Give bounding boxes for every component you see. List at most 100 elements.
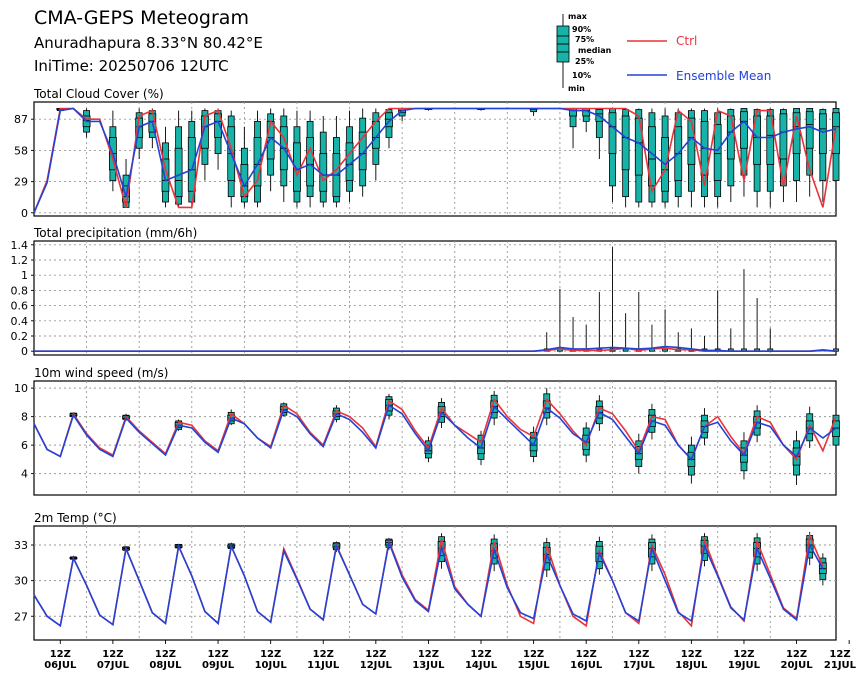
legend-p75-label: 75% bbox=[575, 35, 594, 44]
xtick-hour-label: 12Z bbox=[470, 649, 491, 660]
init-time-label: IniTime: 20250706 12UTC bbox=[34, 57, 229, 75]
xtick-hour-label: 12Z bbox=[628, 649, 649, 660]
box-iqr-cloud bbox=[805, 111, 814, 149]
box-iqr-cloud bbox=[306, 137, 314, 187]
box-iqr-cloud bbox=[385, 112, 393, 128]
time-axis: 12Z06JUL12Z07JUL12Z08JUL12Z09JUL12Z10JUL… bbox=[44, 640, 857, 671]
ytick-label-precip: 0.8 bbox=[11, 284, 29, 297]
xtick-date-label: 06JUL bbox=[44, 660, 77, 671]
xtick-hour-label: 12Z bbox=[260, 649, 281, 660]
mean-line-precip bbox=[34, 345, 837, 353]
xtick-date-label: 08JUL bbox=[149, 660, 182, 671]
box-iqr-cloud bbox=[214, 113, 222, 138]
xtick-date-label: 09JUL bbox=[202, 660, 235, 671]
ytick-label-precip: 1.4 bbox=[11, 239, 29, 252]
xtick-hour-label: 12Z bbox=[365, 649, 386, 660]
panel-wind-speed: 10m wind speed (m/s) 4 6 8 10 bbox=[14, 366, 840, 496]
xtick-date-label: 17JUL bbox=[623, 660, 656, 671]
xtick-hour-label: 12Z bbox=[207, 649, 228, 660]
ytick-label-temp: 33 bbox=[14, 539, 28, 552]
xtick-hour-label: 12Z bbox=[733, 649, 754, 660]
panel-precipitation: Total precipitation (mm/6h) 0 0.2 0.4 0.6 0.… bbox=[11, 226, 839, 358]
xtick-date-label: 07JUL bbox=[97, 660, 130, 671]
ytick-label-cloud: 58 bbox=[14, 144, 28, 157]
panel-title-cloud: Total Cloud Cover (%) bbox=[33, 87, 164, 101]
mean-line-wind bbox=[33, 403, 837, 461]
xtick-date-label: 10JUL bbox=[255, 660, 288, 671]
box-iqr-cloud bbox=[608, 112, 617, 155]
ytick-label-precip: 0.2 bbox=[11, 330, 29, 343]
ytick-label-temp: 30 bbox=[14, 575, 28, 588]
xtick-hour-label: 12Z bbox=[418, 649, 439, 660]
box-iqr-cloud bbox=[818, 113, 827, 155]
box-iqr-cloud bbox=[621, 115, 630, 171]
xtick-date-label: 19JUL bbox=[728, 660, 761, 671]
xtick-date-label: 20JUL bbox=[780, 660, 813, 671]
xtick-date-label: 14JUL bbox=[465, 660, 498, 671]
panel-title-precip: Total precipitation (mm/6h) bbox=[33, 226, 197, 240]
ytick-label-temp: 27 bbox=[14, 610, 28, 623]
ytick-label-wind: 10 bbox=[14, 382, 28, 395]
ytick-label-cloud: 29 bbox=[14, 176, 28, 189]
legend-ctrl-label: Ctrl bbox=[676, 34, 697, 48]
xtick-date-label: 11JUL bbox=[307, 660, 340, 671]
xtick-hour-label: 12Z bbox=[829, 649, 850, 660]
box-iqr-cloud bbox=[766, 115, 775, 165]
ytick-label-precip: 0.4 bbox=[11, 315, 29, 328]
legend-p10-label: 10% bbox=[572, 71, 591, 80]
legend-box-lower bbox=[556, 51, 570, 63]
mean-line-cloud bbox=[33, 107, 837, 214]
xtick-hour-label: 12Z bbox=[786, 649, 807, 660]
ytick-label-wind: 8 bbox=[21, 411, 28, 424]
ytick-label-precip: 0 bbox=[21, 345, 28, 358]
xtick-hour-label: 12Z bbox=[102, 649, 123, 660]
box-iqr-cloud bbox=[174, 147, 183, 198]
xtick-hour-label: 12Z bbox=[681, 649, 702, 660]
ytick-label-precip: 1.2 bbox=[11, 254, 29, 267]
ytick-label-cloud: 0 bbox=[21, 207, 28, 220]
panel-frame-temp bbox=[33, 525, 837, 641]
legend-median-label: median bbox=[578, 46, 612, 55]
legend-p25-label: 25% bbox=[575, 57, 594, 66]
xtick-hour-label: 12Z bbox=[155, 649, 176, 660]
xtick-date-label: 15JUL bbox=[518, 660, 551, 671]
box-iqr-cloud bbox=[187, 137, 196, 192]
box-iqr-cloud bbox=[358, 131, 367, 171]
box-iqr-cloud bbox=[740, 111, 748, 149]
box-iqr-cloud bbox=[779, 113, 788, 160]
box-iqr-cloud bbox=[832, 112, 840, 155]
chart-title: CMA-GEPS Meteogram bbox=[34, 7, 249, 29]
legend-p90-label: 90% bbox=[572, 25, 591, 34]
ytick-label-cloud: 87 bbox=[14, 113, 28, 126]
legend-min-label: min bbox=[568, 84, 585, 93]
xtick-date-label: 16JUL bbox=[570, 660, 603, 671]
xtick-date-label: 12JUL bbox=[360, 660, 393, 671]
panel-cloud-cover: Total Cloud Cover (%) 0 29 58 87 bbox=[14, 87, 840, 220]
xtick-hour-label: 12Z bbox=[313, 649, 334, 660]
legend-mean-label: Ensemble Mean bbox=[676, 69, 771, 83]
legend-box-upper bbox=[556, 25, 570, 37]
location-label: Anuradhapura 8.33°N 80.42°E bbox=[34, 34, 263, 52]
xtick-hour-label: 12Z bbox=[576, 649, 597, 660]
panel-title-temp: 2m Temp (°C) bbox=[34, 511, 117, 525]
xtick-hour-label: 12Z bbox=[50, 649, 71, 660]
ytick-label-precip: 0.6 bbox=[11, 300, 29, 313]
ytick-label-precip: 1 bbox=[21, 269, 28, 282]
panel-frame-precip bbox=[33, 240, 837, 356]
panel-2m-temp: 2m Temp (°C) 27 30 33 bbox=[14, 511, 837, 641]
mean-line-temp bbox=[33, 539, 824, 628]
precip-box bbox=[662, 348, 668, 352]
xtick-date-label: 13JUL bbox=[412, 660, 445, 671]
box-iqr-cloud bbox=[726, 115, 735, 160]
ytick-label-wind: 4 bbox=[21, 468, 28, 481]
box-iqr-cloud bbox=[161, 158, 170, 192]
xtick-hour-label: 12Z bbox=[523, 649, 544, 660]
box-iqr-cloud bbox=[713, 124, 722, 181]
box-iqr-cloud bbox=[753, 115, 762, 165]
xtick-date-label: 21JUL bbox=[824, 660, 857, 671]
panel-frame-wind bbox=[33, 380, 837, 496]
legend-max-label: max bbox=[568, 12, 588, 21]
ytick-label-wind: 6 bbox=[21, 439, 28, 452]
